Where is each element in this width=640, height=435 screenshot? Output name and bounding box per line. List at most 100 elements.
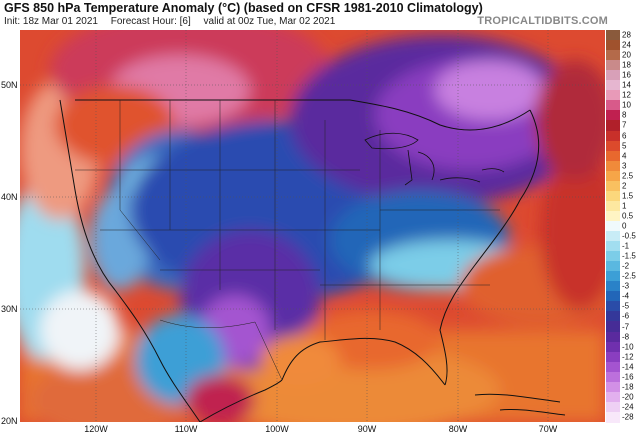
colorbar-label: -24 [622,402,634,412]
colorbar-label: 10 [622,100,631,110]
colorbar-segment [606,251,620,262]
anomaly-map [20,30,605,422]
colorbar-segment [606,130,620,142]
colorbar-segment [606,301,620,313]
colorbar-segment [606,170,620,182]
chart-header: GFS 850 hPa Temperature Anomaly (°C) (ba… [2,0,638,30]
lon-label-90w: 90W [357,424,377,434]
colorbar-label: -5 [622,301,630,311]
forecast-hour: Forecast Hour: [6] [110,16,191,27]
lon-label-120w: 120W [84,424,108,434]
colorbar-label: -2.5 [622,271,636,281]
lat-label-50n: 50N [1,80,18,90]
colorbar-label: -3 [622,281,630,291]
colorbar-label: 16 [622,70,631,80]
coastlines [59,99,566,422]
colorbar-label: 3 [622,161,627,171]
colorbar-segment [606,411,620,423]
colorbar-label: 7 [622,120,627,130]
colorbar-label: -2 [622,261,630,271]
lon-label-80w: 80W [448,424,468,434]
colorbar-segment [606,351,620,363]
colorbar-segment [606,331,620,343]
colorbar-label: -0.5 [622,231,636,241]
lat-label-40n: 40N [1,192,18,202]
colorbar-label: -14 [622,362,634,372]
colorbar-label: 28 [622,30,631,40]
colorbar-label: -1 [622,241,630,251]
anomaly-field [20,30,605,422]
colorbar-label: 1 [622,201,627,211]
colorbar-segment [606,110,620,122]
colorbar-label: 24 [622,40,631,50]
colorbar-segment [606,200,620,212]
colorbar-segment [606,100,620,111]
colorbar-segment [606,391,620,403]
colorbar-segment [606,210,620,222]
graticule [20,30,605,422]
colorbar-label: -6 [622,311,630,321]
colorbar-label: 5 [622,141,627,151]
colorbar-segment [606,231,620,242]
colorbar-label: 20 [622,50,631,60]
chart-subtitle: Init: 18z Mar 01 2021 Forecast Hour: [6]… [4,16,345,27]
colorbar-label: 2.5 [622,171,634,181]
lon-label-110w: 110W [174,424,198,434]
colorbar-label: 0.5 [622,211,634,221]
lon-label-100w: 100W [265,424,289,434]
lat-label-20n: 20N [1,416,18,426]
colorbar-segment [606,140,620,152]
colorbar-segment [606,150,620,162]
colorbar-segment [606,261,620,272]
map-canvas [20,30,605,422]
colorbar-segment [606,120,620,132]
colorbar-segment [606,241,620,252]
colorbar [606,30,620,423]
colorbar-label: -4 [622,291,630,301]
colorbar-segment [606,70,620,81]
colorbar-label: -20 [622,392,634,402]
colorbar-label: -28 [622,412,634,422]
great-lakes [364,132,505,186]
colorbar-label: 18 [622,60,631,70]
colorbar-label: -8 [622,332,630,342]
colorbar-label: -16 [622,372,634,382]
colorbar-segment [606,321,620,333]
colorbar-segment [606,30,620,41]
colorbar-segment [606,361,620,373]
colorbar-segment [606,371,620,383]
colorbar-label: 6 [622,131,627,141]
colorbar-segment [606,341,620,353]
borders [75,100,500,381]
colorbar-label: 4 [622,151,627,161]
colorbar-segment [606,60,620,71]
colorbar-segment [606,401,620,413]
colorbar-segment [606,160,620,172]
valid-time: valid at 00z Tue, Mar 02 2021 [203,16,336,27]
colorbar-segment [606,90,620,101]
colorbar-label: 8 [622,110,627,120]
init-time: Init: 18z Mar 01 2021 [4,16,98,27]
lon-label-70w: 70W [538,424,558,434]
colorbar-label: -18 [622,382,634,392]
colorbar-segment [606,190,620,202]
colorbar-label: -10 [622,342,634,352]
chart-title: GFS 850 hPa Temperature Anomaly (°C) (ba… [4,1,483,15]
colorbar-label: 1.5 [622,191,634,201]
colorbar-segment [606,311,620,323]
colorbar-segment [606,220,620,232]
colorbar-label: 12 [622,90,631,100]
brand-watermark: TROPICALTIDBITS.COM [477,15,608,27]
colorbar-label: -7 [622,322,630,331]
lat-label-30n: 30N [1,304,18,314]
colorbar-segment [606,381,620,393]
colorbar-label: 0 [622,221,627,231]
colorbar-segment [606,80,620,91]
colorbar-label: -1.5 [622,251,636,261]
colorbar-segment [606,40,620,51]
colorbar-label: 2 [622,181,627,191]
colorbar-segment [606,180,620,192]
colorbar-segment [606,281,620,292]
colorbar-segment [606,271,620,282]
colorbar-label: 14 [622,80,631,90]
